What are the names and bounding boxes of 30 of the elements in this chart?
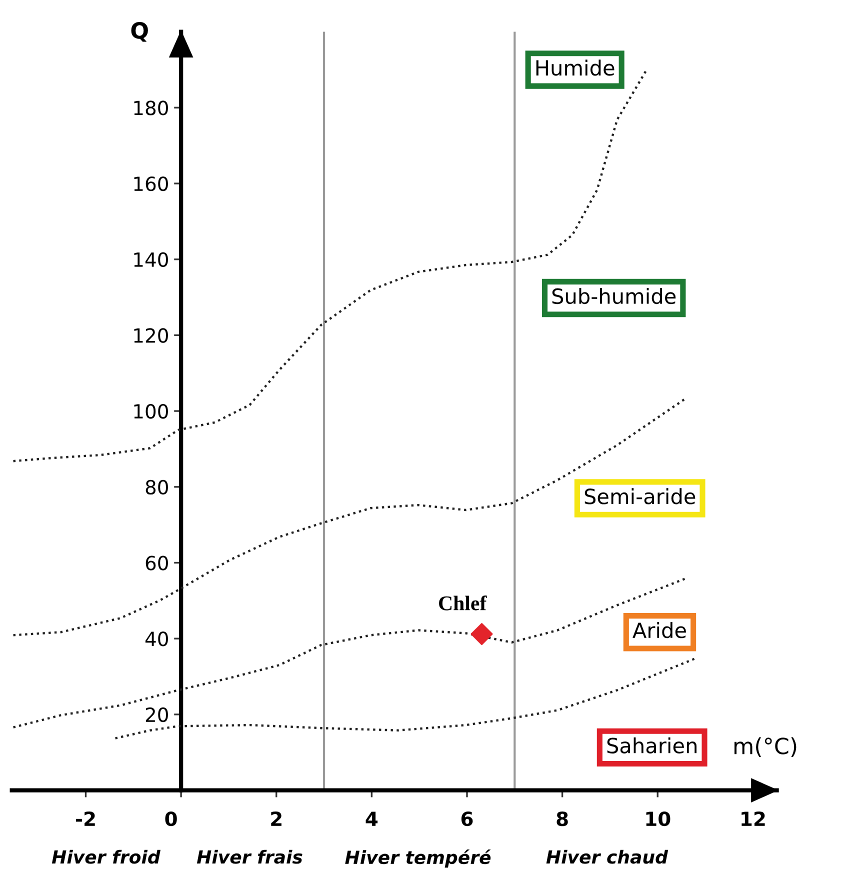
y-tick-label: 100 <box>134 404 168 419</box>
y-tick-label: 180 <box>134 100 168 116</box>
y-tick-label: 140 <box>134 252 168 267</box>
x-tick-label: 4 <box>366 812 378 826</box>
text: Hiver tempéré <box>345 849 491 868</box>
y-tick-label: 20 <box>146 707 168 722</box>
x-tick-label: 8 <box>556 811 568 826</box>
text: Hiver frais <box>196 850 302 864</box>
x-tick-label: 6 <box>461 811 473 826</box>
x-tick-label: 10 <box>646 811 670 826</box>
annotation: Humide <box>536 60 614 76</box>
y-tick-label: 80 <box>146 480 168 495</box>
x-tick-label: -2 <box>76 811 95 826</box>
y-tick-label: 60 <box>146 556 168 570</box>
x-tick-label: 12 <box>742 811 765 826</box>
y-tick-label: 40 <box>145 632 168 646</box>
text: Hiver chaud <box>546 850 668 864</box>
x-tick-label: 2 <box>271 811 282 826</box>
x-axis-title: m(°C) <box>734 737 796 758</box>
annotation: Semi-aride <box>584 488 696 504</box>
y-axis-title: Q <box>131 22 148 42</box>
annotation: Aride <box>632 622 686 638</box>
series-label: Chlef <box>439 595 487 610</box>
text: Hiver froid <box>52 850 160 864</box>
annotation: Sub-humide <box>552 288 676 304</box>
line-series <box>12 577 688 728</box>
annotation: Saharien <box>607 737 696 754</box>
x-tick-label: 0 <box>165 811 177 826</box>
y-tick-label: 120 <box>134 328 168 343</box>
y-tick-label: 160 <box>134 176 168 192</box>
